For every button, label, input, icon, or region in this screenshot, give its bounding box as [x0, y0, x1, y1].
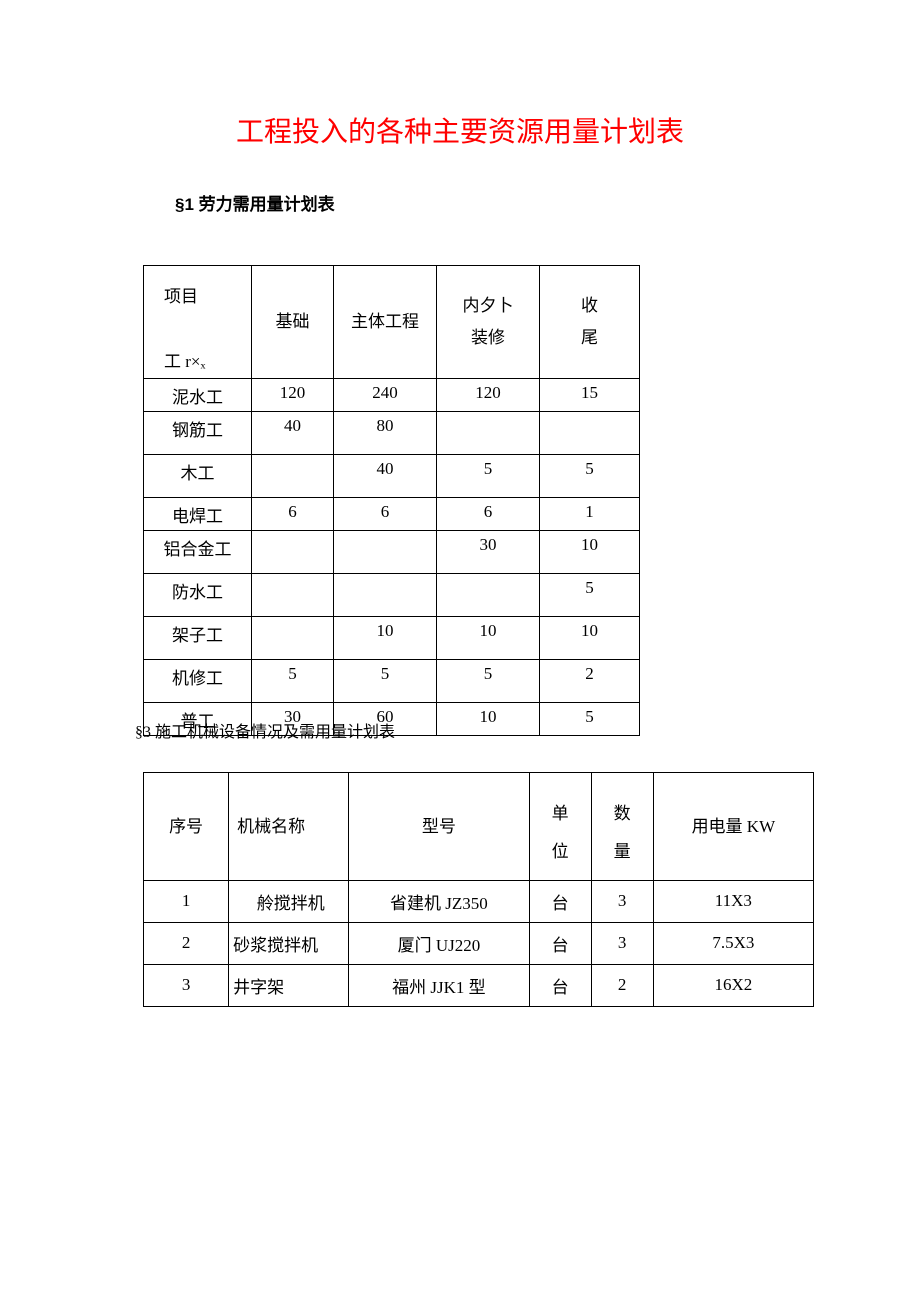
- section3-title: §3 施工机械设备情况及需用量计划表: [135, 718, 920, 742]
- header-label: 量: [614, 842, 631, 861]
- row-value: 120: [437, 378, 540, 411]
- table-row: 1 舲搅拌机 省建机 JZ350 台 3 11X3: [144, 880, 814, 922]
- row-value: [437, 573, 540, 616]
- row-value: 2: [540, 659, 640, 702]
- table-row: 机修工 5 5 5 2: [144, 659, 640, 702]
- header-label: 单: [552, 804, 569, 823]
- row-model: 省建机 JZ350: [349, 880, 529, 922]
- row-label: 木工: [144, 454, 252, 497]
- header-label: 数: [614, 804, 631, 823]
- row-value: [437, 411, 540, 454]
- row-model: 福州 JJK1 型: [349, 964, 529, 1006]
- row-label: 架子工: [144, 616, 252, 659]
- header-label: 尾: [581, 328, 598, 347]
- table-row: 泥水工 120 240 120 15: [144, 378, 640, 411]
- row-value: 10: [334, 616, 437, 659]
- table-header-row: 序号 机械名称 型号 单 位 数 量 用电量 KW: [144, 772, 814, 880]
- row-value: 6: [334, 497, 437, 530]
- row-qty: 3: [591, 922, 653, 964]
- header-cell-name: 机械名称: [229, 772, 349, 880]
- row-label: 机修工: [144, 659, 252, 702]
- row-value: 10: [540, 530, 640, 573]
- row-value: [252, 616, 334, 659]
- header-label: 工 r×ₓ: [164, 352, 205, 371]
- row-unit: 台: [529, 922, 591, 964]
- row-value: 10: [437, 616, 540, 659]
- row-label: 电焊工: [144, 497, 252, 530]
- row-unit: 台: [529, 880, 591, 922]
- row-name: 舲搅拌机: [229, 880, 349, 922]
- row-value: 5: [437, 454, 540, 497]
- header-cell-decoration: 内夕卜 装修: [437, 266, 540, 379]
- row-value: 5: [540, 454, 640, 497]
- row-value: 15: [540, 378, 640, 411]
- row-value: [334, 530, 437, 573]
- row-seq: 3: [144, 964, 229, 1006]
- header-cell-project: 项目 工 r×ₓ: [144, 266, 252, 379]
- header-label: 项目: [164, 287, 198, 306]
- row-value: [252, 530, 334, 573]
- table-row: 钢筋工 40 80: [144, 411, 640, 454]
- row-value: 40: [334, 454, 437, 497]
- table-row: 木工 40 5 5: [144, 454, 640, 497]
- table-row: 2 砂浆搅拌机 厦门 UJ220 台 3 7.5X3: [144, 922, 814, 964]
- row-unit: 台: [529, 964, 591, 1006]
- row-value: [252, 573, 334, 616]
- row-qty: 2: [591, 964, 653, 1006]
- page-title: 工程投入的各种主要资源用量计划表: [0, 110, 920, 150]
- row-value: 30: [437, 530, 540, 573]
- table-row: 电焊工 6 6 6 1: [144, 497, 640, 530]
- row-name: 砂浆搅拌机: [229, 922, 349, 964]
- row-label: 铝合金工: [144, 530, 252, 573]
- table-row: 防水工 5: [144, 573, 640, 616]
- table-header-row: 项目 工 r×ₓ 基础 主体工程 内夕卜 装修 收 尾: [144, 266, 640, 379]
- table-row: 铝合金工 30 10: [144, 530, 640, 573]
- header-cell-qty: 数 量: [591, 772, 653, 880]
- row-value: 40: [252, 411, 334, 454]
- row-label: 钢筋工: [144, 411, 252, 454]
- machinery-table: 序号 机械名称 型号 单 位 数 量 用电量 KW 1 舲搅拌机 省建机 JZ3…: [143, 772, 814, 1007]
- header-label: 内夕卜: [463, 296, 514, 315]
- row-value: 1: [540, 497, 640, 530]
- row-value: 5: [437, 659, 540, 702]
- row-value: [540, 411, 640, 454]
- header-cell-finish: 收 尾: [540, 266, 640, 379]
- row-qty: 3: [591, 880, 653, 922]
- header-cell-seq: 序号: [144, 772, 229, 880]
- table-row: 3 井字架 福州 JJK1 型 台 2 16X2: [144, 964, 814, 1006]
- header-label: 装修: [471, 328, 505, 347]
- row-power: 7.5X3: [653, 922, 813, 964]
- header-label: 收: [581, 296, 598, 315]
- row-value: 10: [540, 616, 640, 659]
- row-seq: 2: [144, 922, 229, 964]
- row-value: 240: [334, 378, 437, 411]
- header-label: 位: [552, 842, 569, 861]
- row-name: 井字架: [229, 964, 349, 1006]
- row-value: 5: [334, 659, 437, 702]
- labor-table: 项目 工 r×ₓ 基础 主体工程 内夕卜 装修 收 尾 泥水工 120 240 …: [143, 265, 640, 736]
- row-value: 80: [334, 411, 437, 454]
- row-value: [252, 454, 334, 497]
- section1-title: §1 劳力需用量计划表: [175, 190, 920, 215]
- header-cell-power: 用电量 KW: [653, 772, 813, 880]
- row-value: 5: [540, 573, 640, 616]
- row-seq: 1: [144, 880, 229, 922]
- row-power: 16X2: [653, 964, 813, 1006]
- header-cell-model: 型号: [349, 772, 529, 880]
- header-cell-main: 主体工程: [334, 266, 437, 379]
- row-value: 5: [252, 659, 334, 702]
- row-value: 120: [252, 378, 334, 411]
- header-cell-foundation: 基础: [252, 266, 334, 379]
- header-cell-unit: 单 位: [529, 772, 591, 880]
- row-value: [334, 573, 437, 616]
- row-label: 泥水工: [144, 378, 252, 411]
- row-label: 防水工: [144, 573, 252, 616]
- row-value: 6: [437, 497, 540, 530]
- table-row: 架子工 10 10 10: [144, 616, 640, 659]
- row-model: 厦门 UJ220: [349, 922, 529, 964]
- row-power: 11X3: [653, 880, 813, 922]
- row-value: 6: [252, 497, 334, 530]
